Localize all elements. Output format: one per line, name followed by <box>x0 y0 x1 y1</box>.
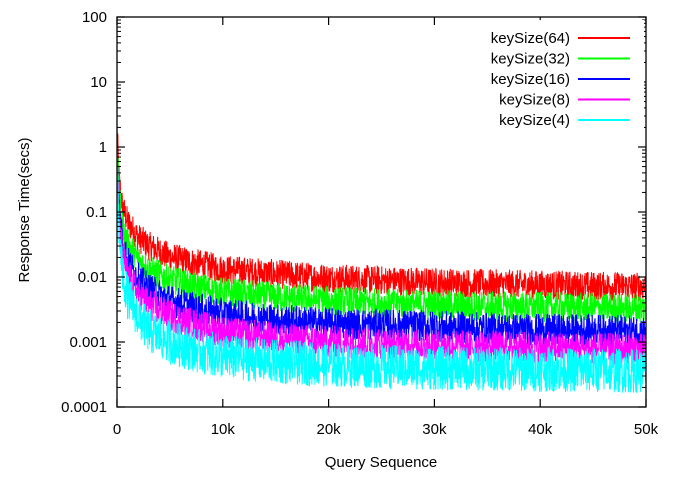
series-keysize-4 <box>116 146 647 394</box>
y-tick-label: 0.001 <box>69 334 107 351</box>
y-tick-label: 1 <box>99 139 107 156</box>
y-tick-label: 0.1 <box>86 204 107 221</box>
legend: keySize(64) keySize(32) keySize(16) keySize… <box>468 20 644 132</box>
series-line <box>116 122 647 301</box>
y-tick-label: 0.0001 <box>61 399 107 416</box>
x-tick-label: 40k <box>528 421 553 438</box>
legend-label: keySize(64) <box>491 30 570 47</box>
x-tick-label: 20k <box>317 421 342 438</box>
legend-label: keySize(16) <box>491 71 570 88</box>
x-axis-title: Query Sequence <box>325 454 438 471</box>
x-tick-label: 0 <box>113 421 121 438</box>
x-tick-label: 30k <box>422 421 447 438</box>
x-tick-label: 50k <box>634 421 659 438</box>
y-axis-title: Response Time(secs) <box>16 137 33 282</box>
axes-layer: 0 10k 20k 30k 40k 50k 0.0001 0.001 0.01 0.1 1 10 100 <box>61 9 658 438</box>
series-keysize-64 <box>116 122 647 301</box>
x-tick-label: 10k <box>211 421 236 438</box>
y-tick-label: 100 <box>82 9 107 26</box>
legend-label: keySize(4) <box>499 112 570 129</box>
legend-label: keySize(8) <box>499 92 570 109</box>
series-keysize-8 <box>116 134 647 365</box>
series-line <box>116 134 647 365</box>
series-line <box>116 146 647 394</box>
series-layer <box>116 122 647 394</box>
y-tick-label: 0.01 <box>78 269 107 286</box>
legend-label: keySize(32) <box>491 51 570 68</box>
y-tick-label: 10 <box>90 74 107 91</box>
